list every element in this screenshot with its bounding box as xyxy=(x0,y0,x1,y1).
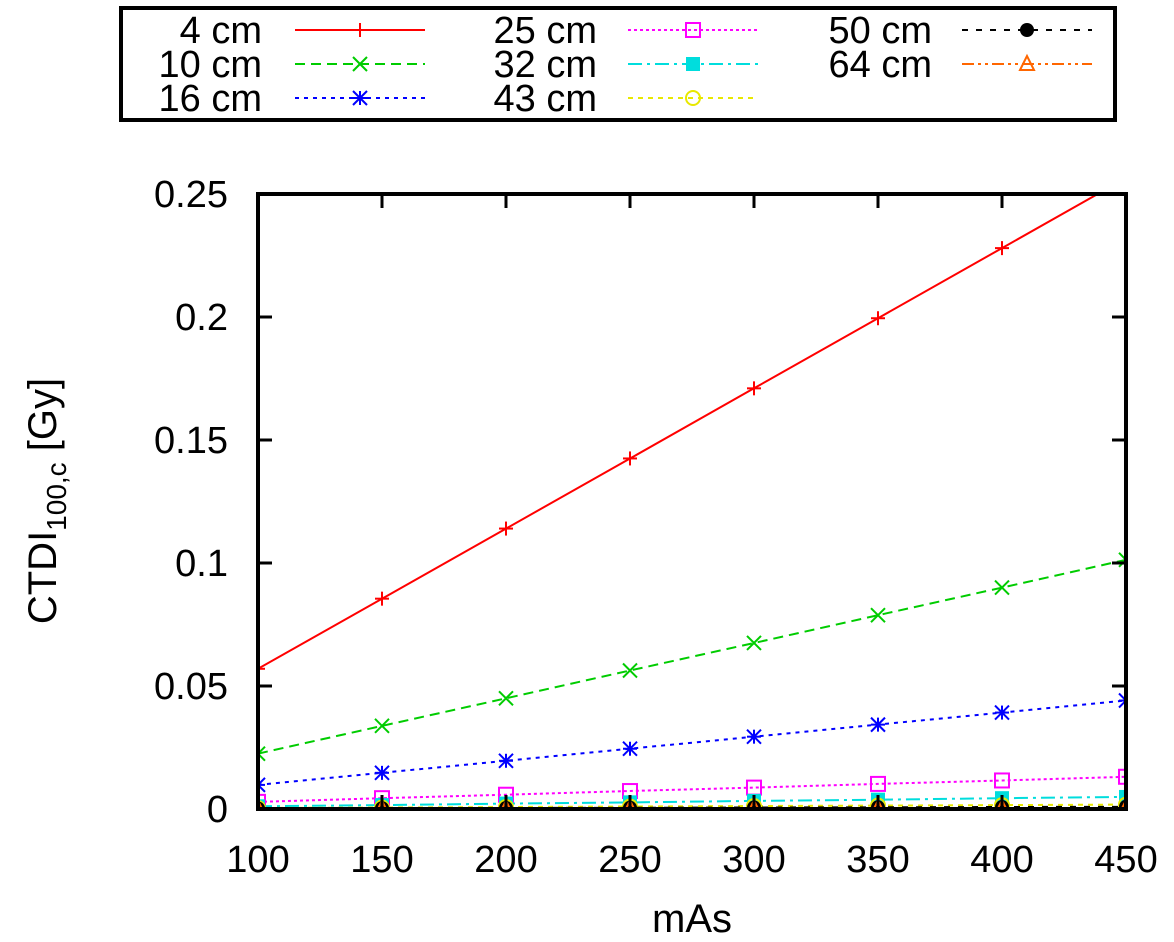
series-layer xyxy=(258,171,1133,809)
legend-label-25cm: 25 cm xyxy=(494,10,597,52)
x-tick-label-100: 100 xyxy=(226,839,289,881)
y-tick-label-0.2: 0.2 xyxy=(175,297,228,339)
y-axis-label-main: CTDI xyxy=(21,531,65,624)
x-tick-label-350: 350 xyxy=(846,839,909,881)
point-25cm-300 xyxy=(746,779,762,796)
point-25cm-400 xyxy=(994,772,1010,789)
point-16cm-300 xyxy=(746,728,762,745)
x-tick-label-150: 150 xyxy=(350,839,413,881)
point-10cm-150 xyxy=(374,718,390,734)
axis-ticks: 100 150 200 250 300 350 400 450 0 0.05 0.1 0.15 0.2 0… xyxy=(154,174,1158,881)
y-axis-label-subscript: 100,c xyxy=(41,462,72,531)
legend-marker-25cm xyxy=(685,22,701,38)
point-10cm-100 xyxy=(258,745,266,762)
point-25cm-350 xyxy=(870,775,886,792)
point-43cm-450 xyxy=(1118,796,1126,809)
legend-marker-4cm xyxy=(353,23,367,37)
y-tick-label-0: 0 xyxy=(207,789,228,831)
point-10cm-300 xyxy=(746,635,762,651)
point-10cm-350 xyxy=(870,607,886,623)
point-16cm-150 xyxy=(374,765,390,781)
x-tick-label-450: 450 xyxy=(1094,839,1157,881)
series-line-4cm xyxy=(258,194,1100,670)
point-4cm-300 xyxy=(747,381,761,396)
point-4cm-250 xyxy=(623,451,637,466)
legend-label-32cm: 32 cm xyxy=(494,44,597,86)
legend-marker-50cm xyxy=(1020,23,1034,37)
point-16cm-200 xyxy=(498,753,514,769)
x-tick-label-400: 400 xyxy=(970,839,1033,881)
x-tick-label-300: 300 xyxy=(722,839,785,881)
point-4cm-400 xyxy=(995,241,1009,256)
point-4cm-450 xyxy=(1119,171,1133,185)
point-25cm-450 xyxy=(1118,768,1126,785)
series-line-25cm xyxy=(258,775,1126,803)
series-line-16cm xyxy=(258,699,1126,786)
legend-marker-64cm xyxy=(1018,53,1036,71)
legend-marker-10cm xyxy=(352,56,368,72)
legend-label-50cm: 50 cm xyxy=(829,10,932,52)
x-tick-label-200: 200 xyxy=(474,839,537,881)
point-4cm-350 xyxy=(871,311,885,326)
series-line-10cm xyxy=(258,558,1126,755)
y-tick-label-0.25: 0.25 xyxy=(154,174,228,216)
point-10cm-250 xyxy=(622,662,638,679)
x-axis-label: mAs xyxy=(652,897,732,941)
legend-box xyxy=(119,6,1117,122)
legend-label-43cm: 43 cm xyxy=(494,78,597,120)
point-16cm-400 xyxy=(994,704,1010,721)
plot-frame xyxy=(256,192,1128,811)
legend-marker-32cm xyxy=(686,57,700,71)
point-10cm-400 xyxy=(994,579,1010,596)
point-16cm-450 xyxy=(1118,692,1126,709)
point-4cm-100 xyxy=(258,661,265,676)
x-tick-label-250: 250 xyxy=(598,839,661,881)
legend-label-64cm: 64 cm xyxy=(829,44,932,86)
y-axis-label-unit: [Gy] xyxy=(21,378,65,462)
legend-label-10cm: 10 cm xyxy=(159,44,262,86)
y-tick-label-0.05: 0.05 xyxy=(154,666,228,708)
legend-marker-43cm xyxy=(685,90,701,106)
legend-label-16cm: 16 cm xyxy=(159,78,262,120)
series-line-32cm xyxy=(258,795,1126,808)
point-4cm-200 xyxy=(499,521,513,536)
point-4cm-150 xyxy=(375,591,389,606)
y-axis-label: CTDI100,c [Gy] xyxy=(21,378,72,624)
legend-label-4cm: 4 cm xyxy=(180,10,262,52)
y-tick-label-0.1: 0.1 xyxy=(175,543,228,585)
point-10cm-200 xyxy=(498,690,514,707)
point-32cm-450 xyxy=(1119,789,1126,804)
y-tick-label-0.15: 0.15 xyxy=(154,420,228,462)
legend-marker-16cm xyxy=(352,90,368,106)
point-16cm-350 xyxy=(870,716,886,733)
point-16cm-100 xyxy=(258,777,266,793)
point-16cm-250 xyxy=(622,741,638,757)
